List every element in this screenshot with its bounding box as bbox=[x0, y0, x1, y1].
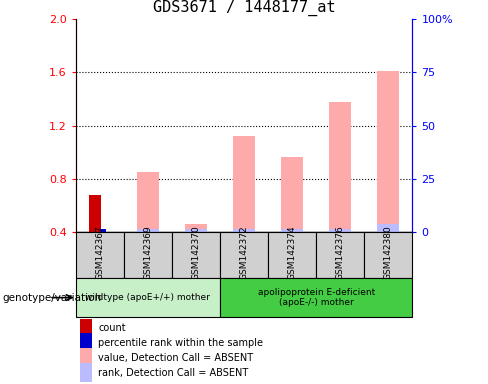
Bar bbox=[233, 229, 255, 232]
Bar bbox=[80, 363, 92, 382]
Text: value, Detection Call = ABSENT: value, Detection Call = ABSENT bbox=[99, 353, 254, 363]
FancyBboxPatch shape bbox=[76, 278, 220, 317]
Text: GSM142372: GSM142372 bbox=[240, 226, 248, 280]
Title: GDS3671 / 1448177_at: GDS3671 / 1448177_at bbox=[153, 0, 335, 17]
FancyBboxPatch shape bbox=[172, 232, 220, 278]
Text: GSM142370: GSM142370 bbox=[191, 226, 201, 280]
FancyBboxPatch shape bbox=[124, 232, 172, 278]
Bar bbox=[185, 224, 207, 232]
FancyBboxPatch shape bbox=[220, 232, 268, 278]
Bar bbox=[137, 172, 159, 232]
FancyBboxPatch shape bbox=[268, 232, 316, 278]
Bar bbox=[281, 157, 303, 232]
Text: GSM142376: GSM142376 bbox=[336, 226, 345, 280]
Text: apolipoprotein E-deficient
(apoE-/-) mother: apolipoprotein E-deficient (apoE-/-) mot… bbox=[258, 288, 375, 307]
Bar bbox=[233, 136, 255, 232]
Text: genotype/variation: genotype/variation bbox=[2, 293, 102, 303]
Text: rank, Detection Call = ABSENT: rank, Detection Call = ABSENT bbox=[99, 368, 249, 378]
Text: GSM142380: GSM142380 bbox=[384, 226, 393, 280]
Bar bbox=[281, 229, 303, 232]
FancyBboxPatch shape bbox=[316, 232, 364, 278]
Bar bbox=[80, 348, 92, 367]
Bar bbox=[185, 229, 207, 232]
FancyBboxPatch shape bbox=[220, 278, 412, 317]
Bar bbox=[80, 333, 92, 353]
Bar bbox=[100, 229, 106, 232]
Text: GSM142369: GSM142369 bbox=[143, 226, 152, 280]
Bar bbox=[378, 224, 399, 232]
Bar bbox=[329, 229, 351, 232]
Text: count: count bbox=[99, 323, 126, 333]
Text: percentile rank within the sample: percentile rank within the sample bbox=[99, 338, 264, 348]
Bar bbox=[80, 319, 92, 338]
FancyBboxPatch shape bbox=[76, 232, 124, 278]
Bar bbox=[378, 71, 399, 232]
Bar bbox=[89, 195, 102, 232]
Text: GSM142374: GSM142374 bbox=[287, 226, 297, 280]
Bar bbox=[137, 229, 159, 232]
Text: wildtype (apoE+/+) mother: wildtype (apoE+/+) mother bbox=[85, 293, 210, 302]
Text: GSM142367: GSM142367 bbox=[95, 226, 104, 280]
Bar bbox=[329, 102, 351, 232]
FancyBboxPatch shape bbox=[364, 232, 412, 278]
